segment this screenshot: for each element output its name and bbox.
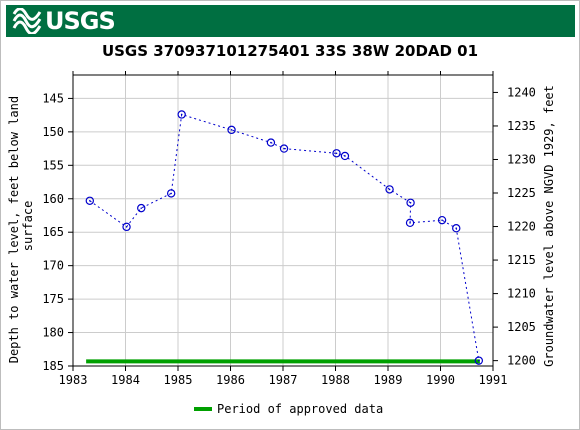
axes: 1983 1984 1985 1986 1987 1988 1989 1990 1991 145 1…	[42, 71, 536, 387]
y-tick-label: 185	[42, 359, 64, 373]
data-point-center	[455, 227, 458, 229]
y-axis-label-right: Groundwater level above NGVD 1929, feet	[542, 85, 556, 367]
grid	[72, 75, 494, 367]
data-point-center	[180, 113, 183, 116]
data-point[interactable]	[122, 222, 131, 232]
y-tick-label-right: 1200	[507, 354, 536, 368]
y-axis-label-left: Depth to water level, feet below land su…	[7, 89, 35, 364]
data-point[interactable]	[166, 189, 176, 198]
data-point[interactable]	[279, 144, 289, 153]
data-point[interactable]	[227, 125, 236, 135]
data-point-center	[270, 141, 272, 144]
x-tick-label: 1987	[269, 373, 298, 387]
y-tick-label: 160	[42, 192, 64, 206]
data-point-center	[409, 201, 412, 204]
data-point-center	[478, 359, 480, 362]
data-point-center	[140, 207, 143, 209]
y-tick-label-right: 1220	[507, 220, 536, 234]
y-tick-label-right: 1230	[507, 152, 536, 166]
data-point-center	[388, 188, 391, 191]
data-point-center	[230, 129, 233, 131]
x-tick-label: 1988	[321, 373, 350, 387]
legend-approved-label: Period of approved data	[217, 402, 383, 416]
data-point[interactable]	[340, 151, 350, 161]
data-point-center	[409, 222, 411, 224]
y-tick-label: 150	[42, 125, 64, 139]
data-point[interactable]	[385, 185, 394, 194]
x-tick-label: 1990	[426, 373, 455, 387]
data-point[interactable]	[332, 149, 341, 158]
y-tick-label: 165	[42, 225, 64, 239]
data-point[interactable]	[474, 356, 484, 365]
usgs-logo-text: USGS	[45, 7, 116, 35]
data-point[interactable]	[452, 223, 461, 233]
y-tick-label-right: 1225	[507, 186, 536, 200]
data-point-center	[125, 226, 128, 228]
data-point-center	[335, 152, 338, 155]
data-point-center	[283, 147, 285, 150]
x-tick-label: 1989	[374, 373, 403, 387]
x-tick-label: 1983	[59, 373, 88, 387]
series-line	[89, 113, 480, 361]
data-point-center	[441, 219, 443, 221]
x-tick-label: 1984	[111, 373, 140, 387]
usgs-header-bar: USGS	[6, 5, 575, 37]
y-tick-label: 180	[42, 326, 64, 340]
legend: Period of approved data	[194, 402, 383, 416]
y-tick-label-right: 1235	[507, 119, 536, 133]
data-point[interactable]	[405, 218, 415, 228]
x-tick-label: 1986	[216, 373, 245, 387]
series	[85, 110, 484, 365]
data-point[interactable]	[177, 110, 186, 119]
y-tick-label: 155	[42, 158, 64, 172]
x-tick-label: 1985	[164, 373, 193, 387]
y-tick-label: 145	[42, 91, 64, 105]
y-tick-label: 170	[42, 259, 64, 273]
data-point-center	[89, 199, 91, 202]
usgs-wave-icon	[12, 8, 42, 34]
data-point[interactable]	[406, 198, 415, 207]
data-point[interactable]	[437, 215, 447, 225]
y-tick-label-right: 1240	[507, 85, 536, 99]
data-point-center	[344, 155, 346, 157]
data-point[interactable]	[137, 203, 146, 213]
y-tick-label-right: 1210	[507, 287, 536, 301]
data-point[interactable]	[85, 196, 95, 205]
x-tick-label: 1991	[479, 373, 508, 387]
data-point[interactable]	[266, 138, 276, 147]
y-tick-label: 175	[42, 292, 64, 306]
y-tick-label-right: 1205	[507, 320, 536, 334]
chart-title: USGS 370937101275401 33S 38W 20DAD 01	[101, 42, 479, 60]
usgs-logo[interactable]: USGS	[12, 5, 116, 37]
y-tick-label-right: 1215	[507, 253, 536, 267]
data-point-center	[170, 192, 172, 195]
